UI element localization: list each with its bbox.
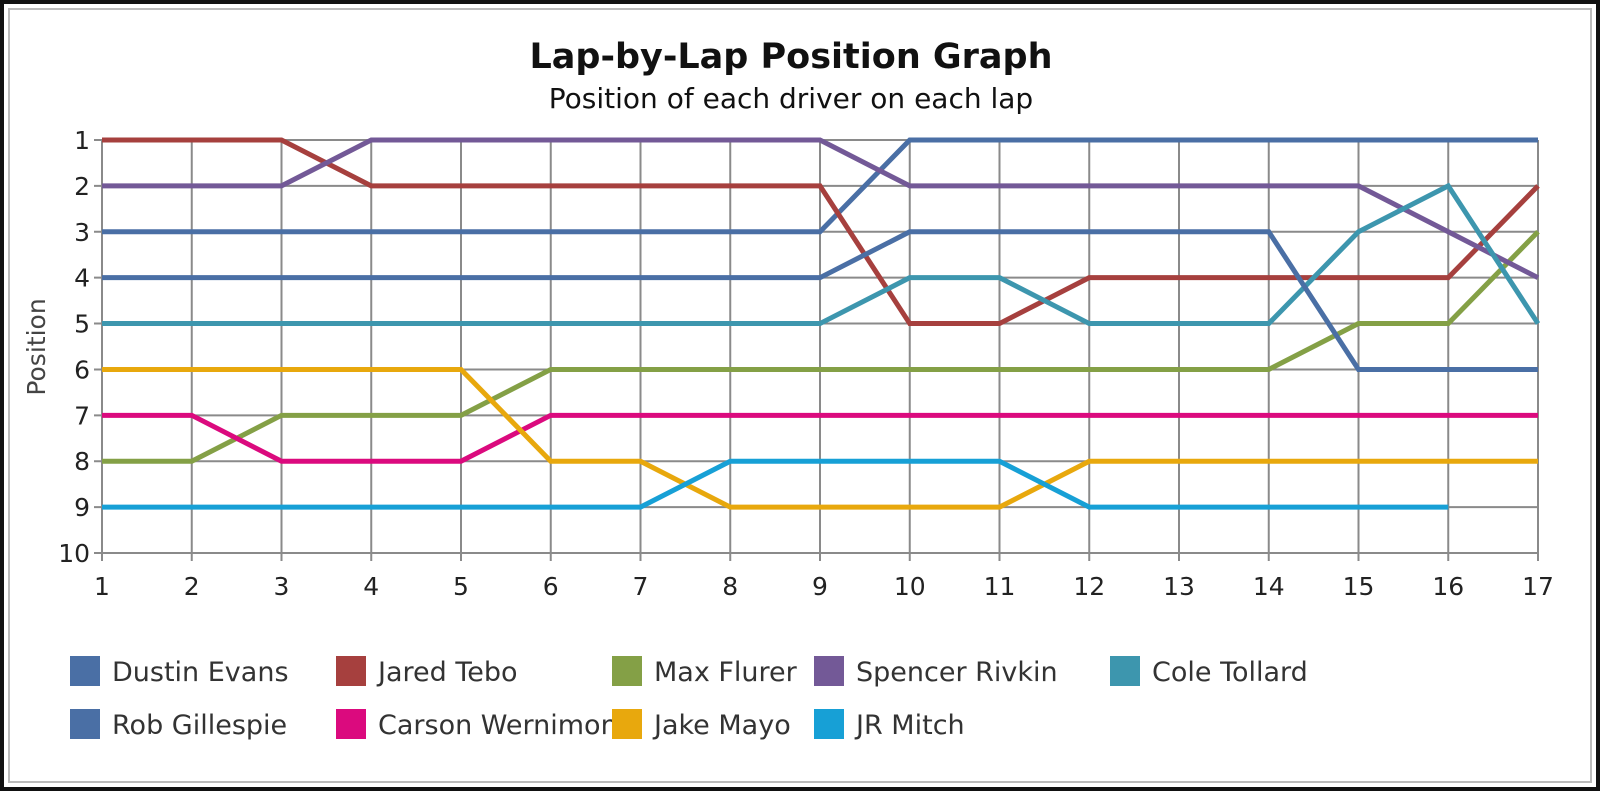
x-tick-label: 4 xyxy=(363,572,379,601)
y-tick-label: 1 xyxy=(74,126,90,155)
legend-swatch xyxy=(336,709,366,739)
x-tick-label: 2 xyxy=(184,572,200,601)
legend-label: Rob Gillespie xyxy=(112,710,287,741)
x-tick-label: 7 xyxy=(633,572,649,601)
y-tick-label: 3 xyxy=(74,218,90,247)
x-tick-label: 9 xyxy=(812,572,828,601)
y-tick-label: 9 xyxy=(74,493,90,522)
series-lines xyxy=(102,137,1541,510)
x-tick-label: 6 xyxy=(543,572,559,601)
legend-swatch xyxy=(1110,656,1140,686)
series-line-rob-gillespie xyxy=(102,229,1538,372)
y-tick-label: 8 xyxy=(74,447,90,476)
legend-label: Spencer Rivkin xyxy=(856,657,1058,688)
legend-item-cole-tollard: Cole Tollard xyxy=(1110,656,1308,688)
y-tick-label: 4 xyxy=(74,264,90,293)
legend-item-max-flurer: Max Flurer xyxy=(612,656,798,688)
x-tick-label: 3 xyxy=(274,572,290,601)
y-tick-label: 5 xyxy=(74,310,90,339)
x-tick-label: 1 xyxy=(94,572,110,601)
x-tick-label: 8 xyxy=(722,572,738,601)
legend-swatch xyxy=(70,656,100,686)
legend-item-jared-tebo: Jared Tebo xyxy=(336,656,518,688)
series-line-jake-mayo xyxy=(102,366,1538,510)
x-tick-label: 17 xyxy=(1522,572,1554,601)
series-line-cole-tollard xyxy=(102,182,1541,327)
legend-swatch xyxy=(814,709,844,739)
legend-swatch xyxy=(336,656,366,686)
series-line-spencer-rivkin xyxy=(102,137,1540,280)
position-line-chart: Lap-by-Lap Position Graph Position of ea… xyxy=(22,37,1554,741)
legend-label: Max Flurer xyxy=(654,657,798,688)
y-axis-label: Position xyxy=(22,298,51,395)
x-tick-label: 11 xyxy=(984,572,1016,601)
series-line-carson-wernimont xyxy=(102,412,1538,464)
legend: Dustin Evans Jared Tebo Max Flurer Spencer … xyxy=(70,656,1308,741)
legend-label: Cole Tollard xyxy=(1152,657,1308,688)
legend-swatch xyxy=(612,709,642,739)
legend-swatch xyxy=(70,709,100,739)
legend-label: Jared Tebo xyxy=(376,657,518,688)
legend-item-spencer-rivkin: Spencer Rivkin xyxy=(814,656,1058,688)
y-tick-label: 7 xyxy=(74,401,90,430)
legend-item-dustin-evans: Dustin Evans xyxy=(70,656,289,688)
x-tick-label: 12 xyxy=(1073,572,1105,601)
legend-swatch xyxy=(612,656,642,686)
x-tick-label: 13 xyxy=(1163,572,1195,601)
x-tick-label: 5 xyxy=(453,572,469,601)
x-tick-label: 14 xyxy=(1253,572,1285,601)
legend-item-rob-gillespie: Rob Gillespie xyxy=(70,709,287,741)
legend-swatch xyxy=(814,656,844,686)
legend-item-carson-wernimont: Carson Wernimont xyxy=(336,709,628,741)
legend-item-jake-mayo: Jake Mayo xyxy=(612,709,791,741)
series-line-jr-mitch xyxy=(102,458,1449,510)
legend-label: Jake Mayo xyxy=(652,710,791,741)
legend-label: Carson Wernimont xyxy=(378,710,628,741)
series-line-max-flurer xyxy=(102,230,1540,464)
y-tick-label: 10 xyxy=(58,539,90,568)
y-tick-label: 2 xyxy=(74,172,90,201)
chart-subtitle: Position of each driver on each lap xyxy=(549,82,1033,115)
grid xyxy=(94,139,1539,561)
legend-label: Dustin Evans xyxy=(112,657,289,688)
series-line-dustin-evans xyxy=(102,137,1538,235)
legend-item-jr-mitch: JR Mitch xyxy=(814,709,965,741)
x-tick-label: 15 xyxy=(1343,572,1375,601)
y-tick-label: 6 xyxy=(74,355,90,384)
chart-title: Lap-by-Lap Position Graph xyxy=(529,37,1052,77)
x-tick-label: 16 xyxy=(1432,572,1464,601)
x-tick-label: 10 xyxy=(894,572,926,601)
legend-label: JR Mitch xyxy=(854,710,965,741)
